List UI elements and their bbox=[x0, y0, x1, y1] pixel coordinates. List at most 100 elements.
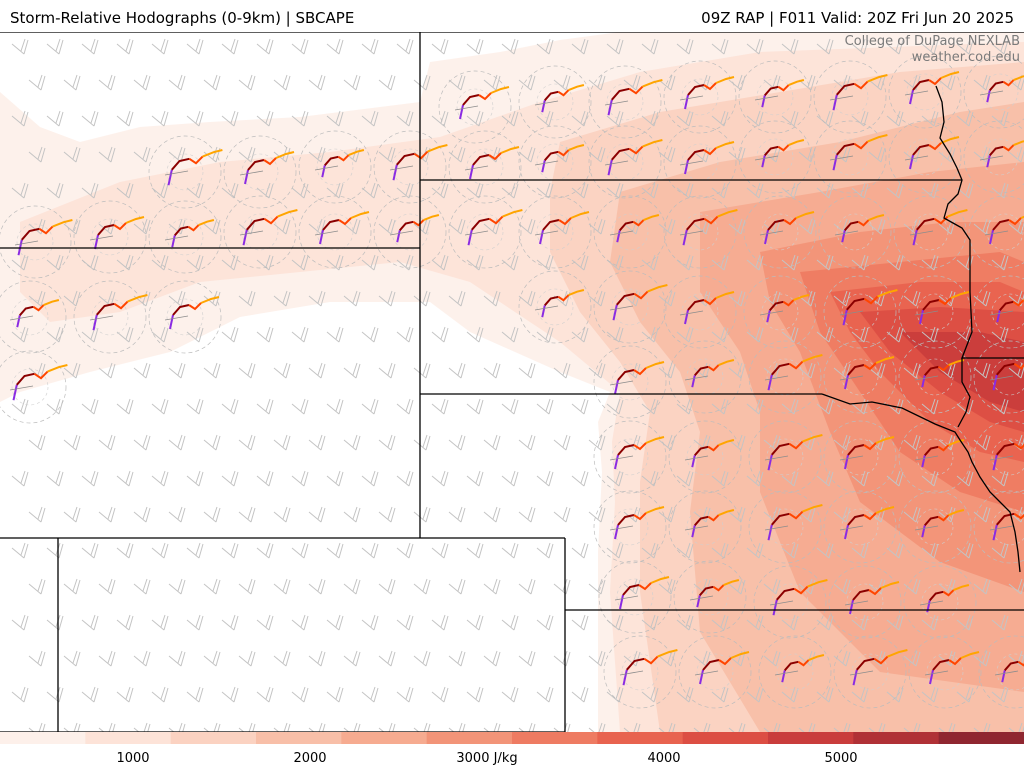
storm-motion-vector bbox=[904, 90, 929, 96]
hodograph-trace-base bbox=[842, 309, 848, 326]
map-canvas[interactable] bbox=[0, 32, 1024, 732]
hodograph-ring bbox=[663, 60, 737, 134]
wind-barb bbox=[588, 290, 606, 307]
hodograph bbox=[223, 195, 298, 269]
wind-barb bbox=[501, 254, 519, 271]
hodograph-ring bbox=[223, 195, 297, 269]
hodograph-trace-low bbox=[852, 589, 870, 601]
hodograph-trace-mid bbox=[338, 217, 352, 226]
wind-barb bbox=[641, 38, 659, 55]
hodograph-trace-upper bbox=[52, 219, 73, 228]
credit-line-2[interactable]: weather.cod.edu bbox=[911, 50, 1020, 65]
hodograph-trace-base bbox=[614, 524, 619, 540]
wind-barb bbox=[536, 38, 554, 55]
wind-barb bbox=[833, 146, 851, 163]
wind-barb bbox=[256, 470, 274, 487]
hodograph-trace-mid bbox=[628, 145, 644, 155]
hodograph-trace-mid bbox=[703, 147, 717, 156]
hodograph-trace-low bbox=[847, 444, 865, 456]
wind-barb bbox=[343, 722, 361, 732]
wind-barb bbox=[851, 326, 869, 343]
hodograph-trace-mid bbox=[1013, 442, 1024, 450]
wind-barb bbox=[781, 110, 799, 127]
hodograph-ring bbox=[603, 635, 677, 709]
hodograph-trace-mid bbox=[783, 217, 797, 226]
hodograph-trace-base bbox=[781, 670, 786, 683]
wind-barb bbox=[116, 398, 134, 415]
storm-motion-vector bbox=[14, 240, 39, 246]
wind-barb bbox=[361, 542, 379, 559]
wind-barb bbox=[221, 614, 239, 631]
wind-barb bbox=[221, 38, 239, 55]
wind-barb bbox=[221, 110, 239, 127]
storm-motion-vector bbox=[834, 230, 859, 236]
hodograph-trace-upper bbox=[502, 209, 523, 218]
wind-barb bbox=[151, 110, 169, 127]
hodograph bbox=[758, 635, 832, 709]
hodograph-trace-mid bbox=[788, 360, 804, 370]
wind-barb bbox=[361, 110, 379, 127]
hodograph-ring bbox=[11, 368, 49, 406]
storm-motion-vector bbox=[679, 310, 704, 316]
hodograph-ring bbox=[593, 490, 667, 564]
wind-barb bbox=[728, 290, 746, 307]
hodograph-ring bbox=[611, 438, 649, 476]
wind-barb bbox=[291, 686, 309, 703]
state-borders-layer bbox=[0, 32, 1024, 732]
hodograph-ring bbox=[916, 358, 954, 396]
wind-barb bbox=[466, 686, 484, 703]
hodograph-ring bbox=[823, 275, 897, 349]
wind-barb bbox=[28, 650, 46, 667]
wind-barb bbox=[203, 578, 221, 595]
colorbar-tick-label: 4000 bbox=[647, 751, 681, 766]
hodograph-ring bbox=[598, 560, 672, 634]
hodograph-trace-upper bbox=[500, 146, 520, 154]
wind-barb bbox=[133, 218, 151, 235]
hodograph-ring bbox=[836, 213, 874, 251]
hodograph bbox=[593, 420, 667, 494]
wind-barb bbox=[273, 218, 291, 235]
wind-barb bbox=[798, 434, 816, 451]
wind-barb bbox=[623, 506, 641, 523]
storm-motion-vector bbox=[534, 100, 559, 106]
wind-barb bbox=[291, 110, 309, 127]
hodograph-trace-low bbox=[769, 300, 784, 311]
hodograph-trace-base bbox=[849, 599, 854, 615]
hodograph-trace-upper bbox=[715, 291, 735, 299]
hodograph-trace-upper bbox=[650, 576, 670, 584]
hodograph-trace-upper bbox=[788, 139, 805, 147]
wind-barb bbox=[536, 614, 554, 631]
hodograph-trace-mid bbox=[633, 512, 647, 521]
wind-barb bbox=[588, 578, 606, 595]
wind-barb bbox=[501, 326, 519, 343]
wind-barb bbox=[133, 74, 151, 91]
storm-motion-vector bbox=[839, 455, 864, 461]
storm-motion-vector bbox=[844, 600, 869, 606]
storm-motion-vector bbox=[979, 90, 1004, 96]
wind-barb bbox=[46, 398, 64, 415]
hodograph bbox=[813, 60, 888, 134]
wind-barb bbox=[116, 254, 134, 271]
wind-barb bbox=[728, 578, 746, 595]
hodograph-trace-low bbox=[1004, 660, 1019, 671]
wind-barb bbox=[238, 362, 256, 379]
wind-barb bbox=[343, 218, 361, 235]
wind-barb bbox=[431, 686, 449, 703]
hodograph-trace-base bbox=[986, 90, 991, 103]
wind-barb bbox=[588, 74, 606, 91]
sbcape-fill-layer bbox=[0, 32, 1024, 732]
colorbar-segment bbox=[938, 732, 1024, 744]
wind-barb bbox=[641, 110, 659, 127]
wind-barb bbox=[343, 578, 361, 595]
hodograph bbox=[518, 125, 592, 199]
hodograph-ring bbox=[908, 635, 982, 709]
map-panel[interactable]: College of DuPage NEXLAB weather.cod.edu bbox=[0, 32, 1024, 732]
wind-barb bbox=[641, 326, 659, 343]
hodograph-trace-low bbox=[916, 217, 935, 231]
wind-barb bbox=[606, 398, 624, 415]
hodograph-ring bbox=[391, 148, 429, 186]
wind-barb bbox=[343, 434, 361, 451]
colorbar-segment bbox=[170, 732, 257, 744]
hodograph-ring bbox=[761, 213, 799, 251]
wind-barb bbox=[816, 686, 834, 703]
